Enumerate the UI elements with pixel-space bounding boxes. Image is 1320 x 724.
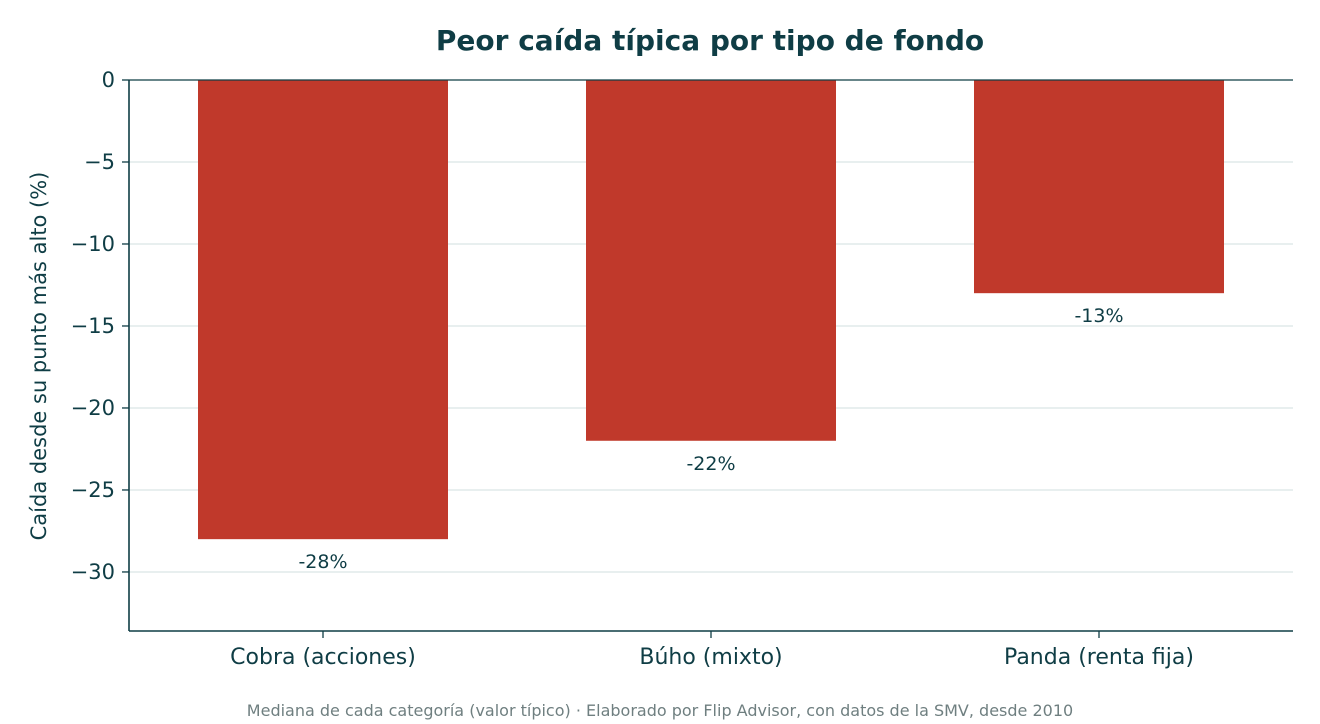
x-axis-ticks: Cobra (acciones) Búho (mixto) Panda (renta… (230, 631, 1194, 670)
x-tick-label: Cobra (acciones) (230, 645, 416, 670)
bar-value-label: -13% (1074, 305, 1123, 327)
y-tick-label: −15 (71, 314, 115, 338)
bar (198, 80, 448, 540)
x-tick-label: Panda (renta fija) (1004, 645, 1194, 670)
bars (198, 80, 1224, 540)
bar-value-label: -22% (686, 453, 735, 475)
y-axis-label: Caída desde su punto más alto (%) (27, 172, 51, 541)
bar (586, 80, 836, 441)
data-labels: -28% -22% -13% (298, 305, 1123, 573)
y-tick-label: −20 (71, 396, 115, 420)
y-tick-label: 0 (102, 68, 115, 92)
bar-value-label: -28% (298, 551, 347, 573)
x-tick-label: Búho (mixto) (639, 645, 782, 670)
y-axis-ticks: 0 −5 −10 −15 −20 −25 −30 (71, 68, 129, 584)
chart-caption: Mediana de cada categoría (valor típico)… (247, 701, 1073, 720)
y-tick-label: −10 (71, 232, 115, 256)
y-tick-label: −5 (84, 150, 115, 174)
y-tick-label: −25 (71, 478, 115, 502)
y-tick-label: −30 (71, 560, 115, 584)
bar (974, 80, 1224, 294)
chart-title: Peor caída típica por tipo de fondo (436, 24, 984, 57)
